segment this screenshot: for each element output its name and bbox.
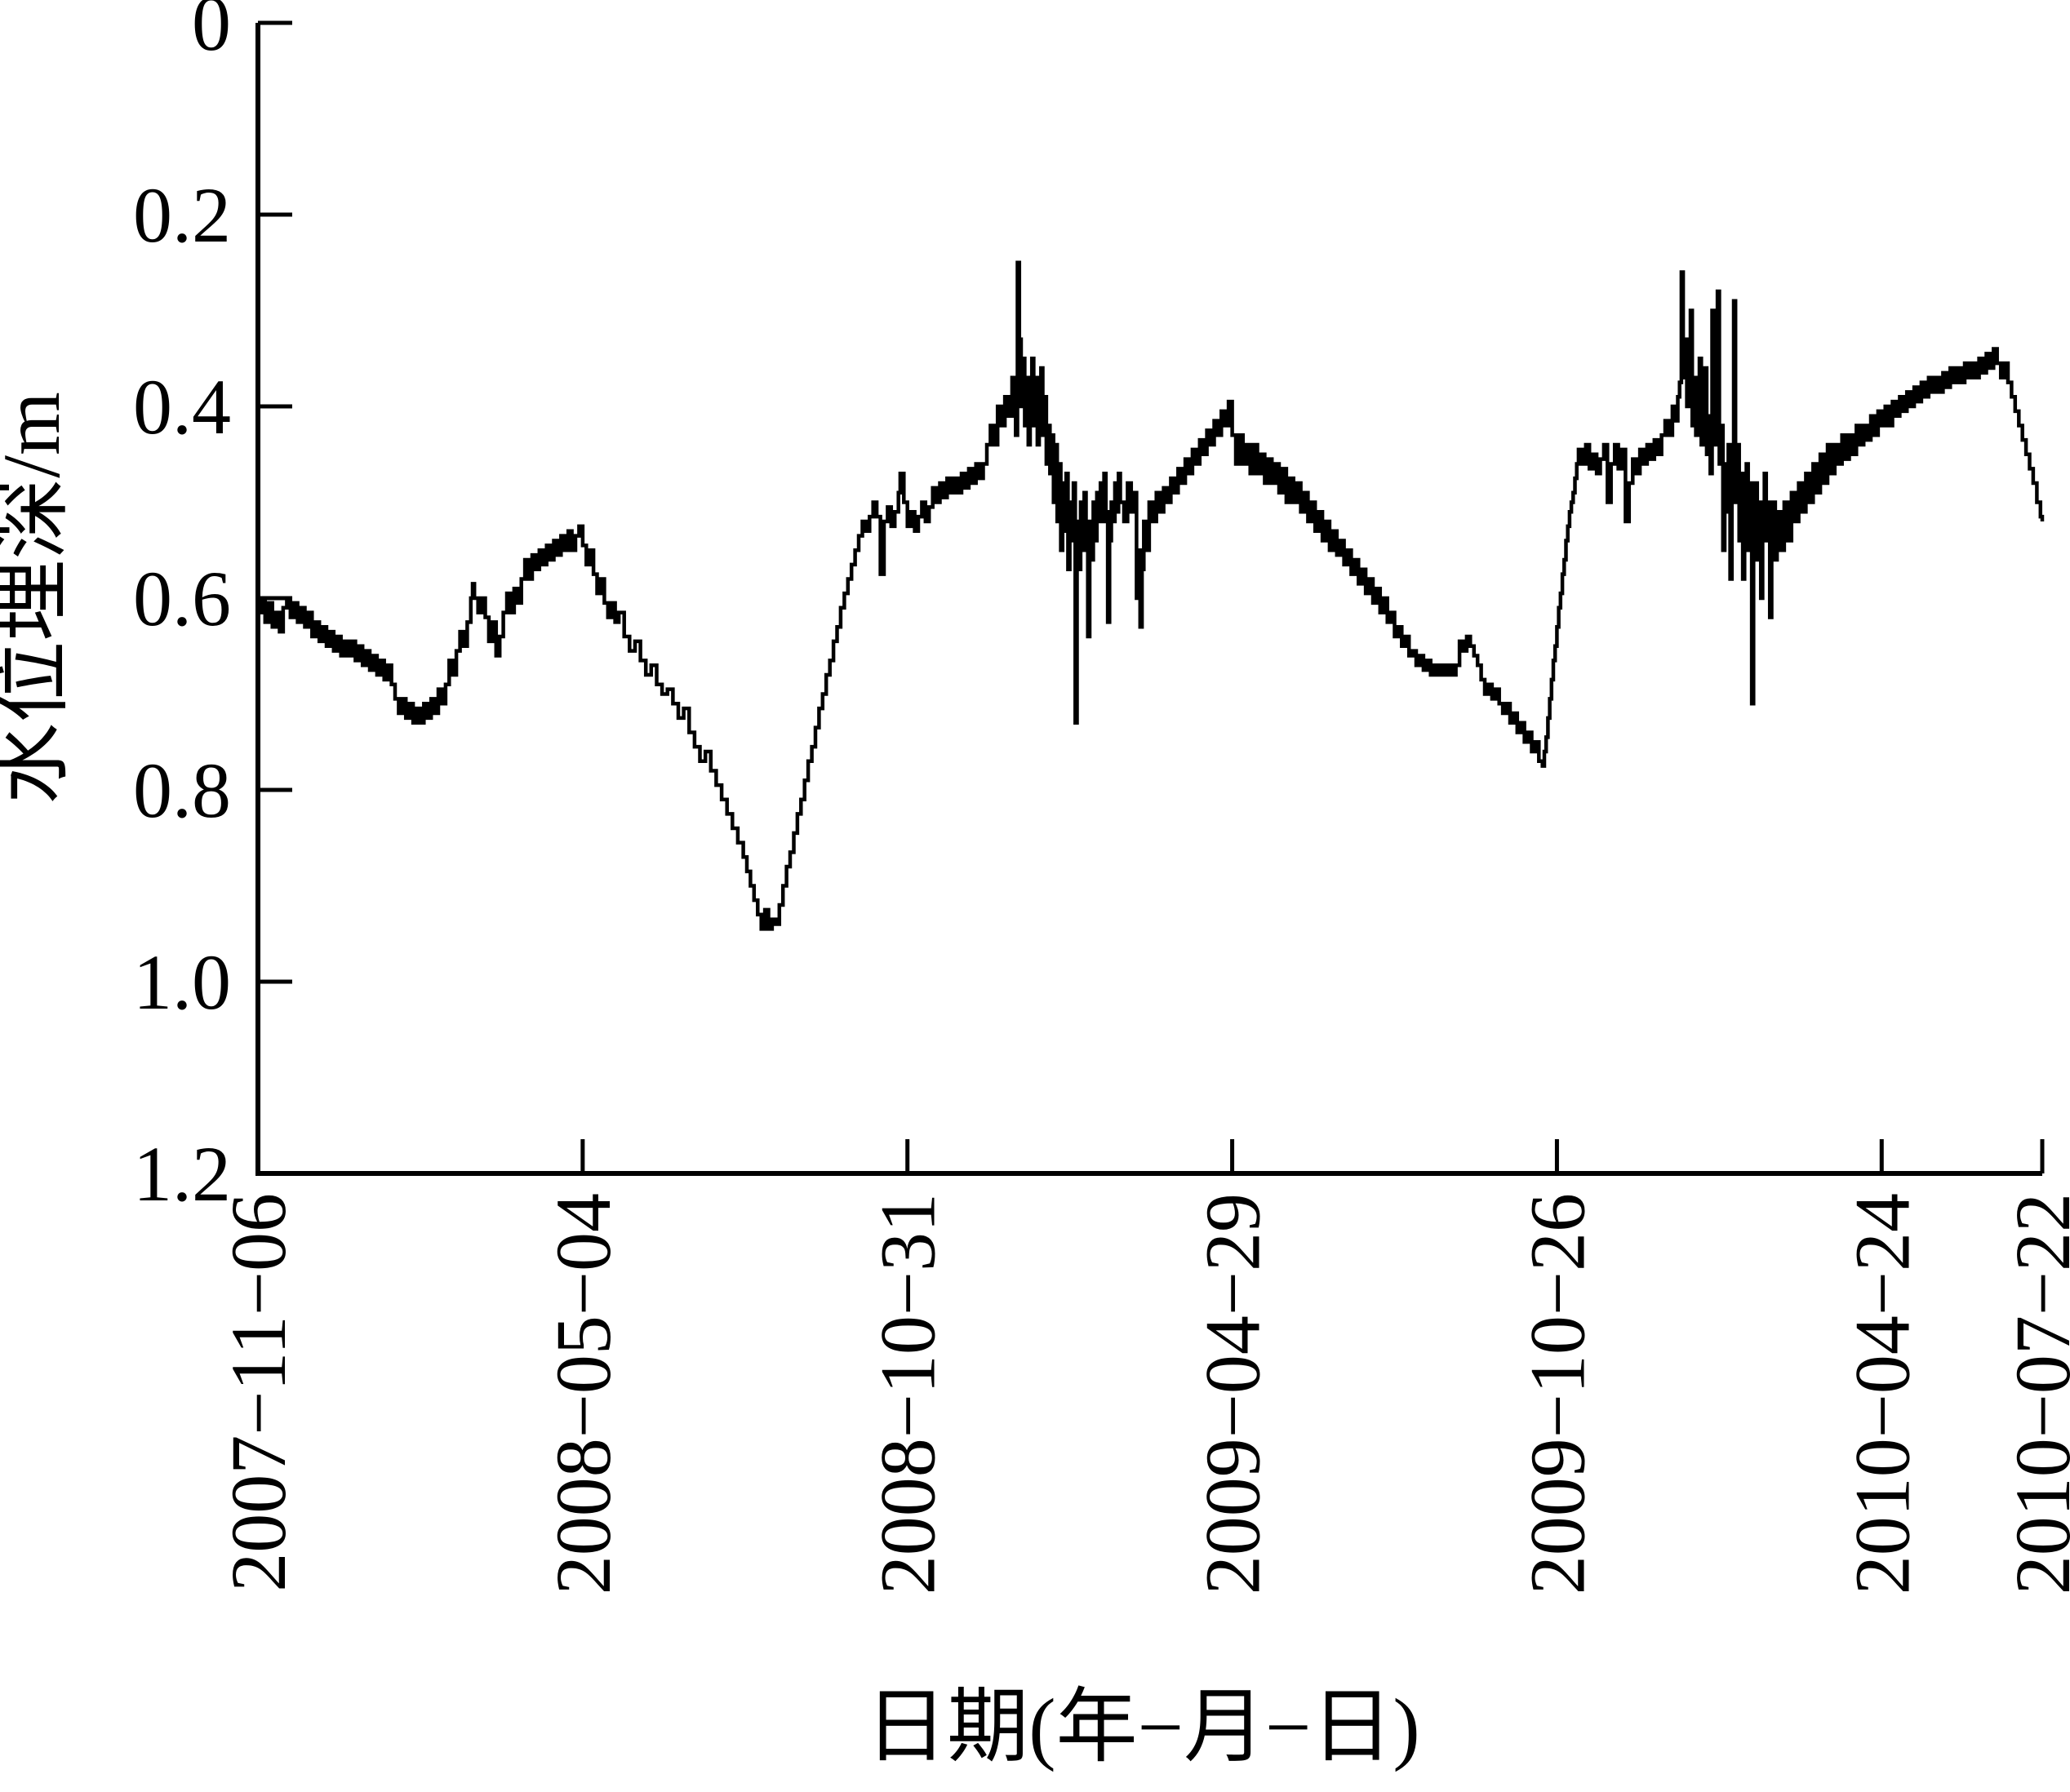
x-tick-label: 2009−04−29	[1189, 1193, 1277, 1595]
y-tick-label: 0.2	[133, 171, 231, 259]
x-axis-title: 日期(年−月−日)	[865, 1682, 1419, 1772]
y-axis-tick-labels: 0 0.2 0.4 0.6 0.8 1.0 1.2	[133, 0, 231, 1218]
y-tick-label: 1.2	[133, 1130, 231, 1218]
y-tick-label: 0	[192, 0, 231, 67]
water-depth-series-line	[258, 260, 2045, 931]
y-tick-label: 0.6	[133, 555, 231, 642]
x-axis-ticks	[255, 1139, 2045, 1173]
x-tick-label: 2010−07−22	[1999, 1193, 2070, 1595]
y-tick-label: 0.4	[133, 363, 231, 450]
x-tick-label: 2009−10−26	[1513, 1193, 1601, 1595]
y-tick-label: 0.8	[133, 747, 231, 834]
y-tick-label: 1.0	[133, 938, 231, 1026]
x-tick-label: 2007−11−06	[215, 1193, 302, 1592]
x-tick-label: 2010−04−24	[1838, 1193, 1926, 1595]
x-tick-label: 2008−05−04	[540, 1193, 627, 1595]
x-axis-tick-labels: 2007−11−06 2008−05−04 2008−10−31 2009−04−29…	[215, 1193, 2070, 1595]
y-axis-title: 水位埋深/m	[0, 392, 77, 805]
x-tick-label: 2008−10−31	[864, 1193, 952, 1595]
